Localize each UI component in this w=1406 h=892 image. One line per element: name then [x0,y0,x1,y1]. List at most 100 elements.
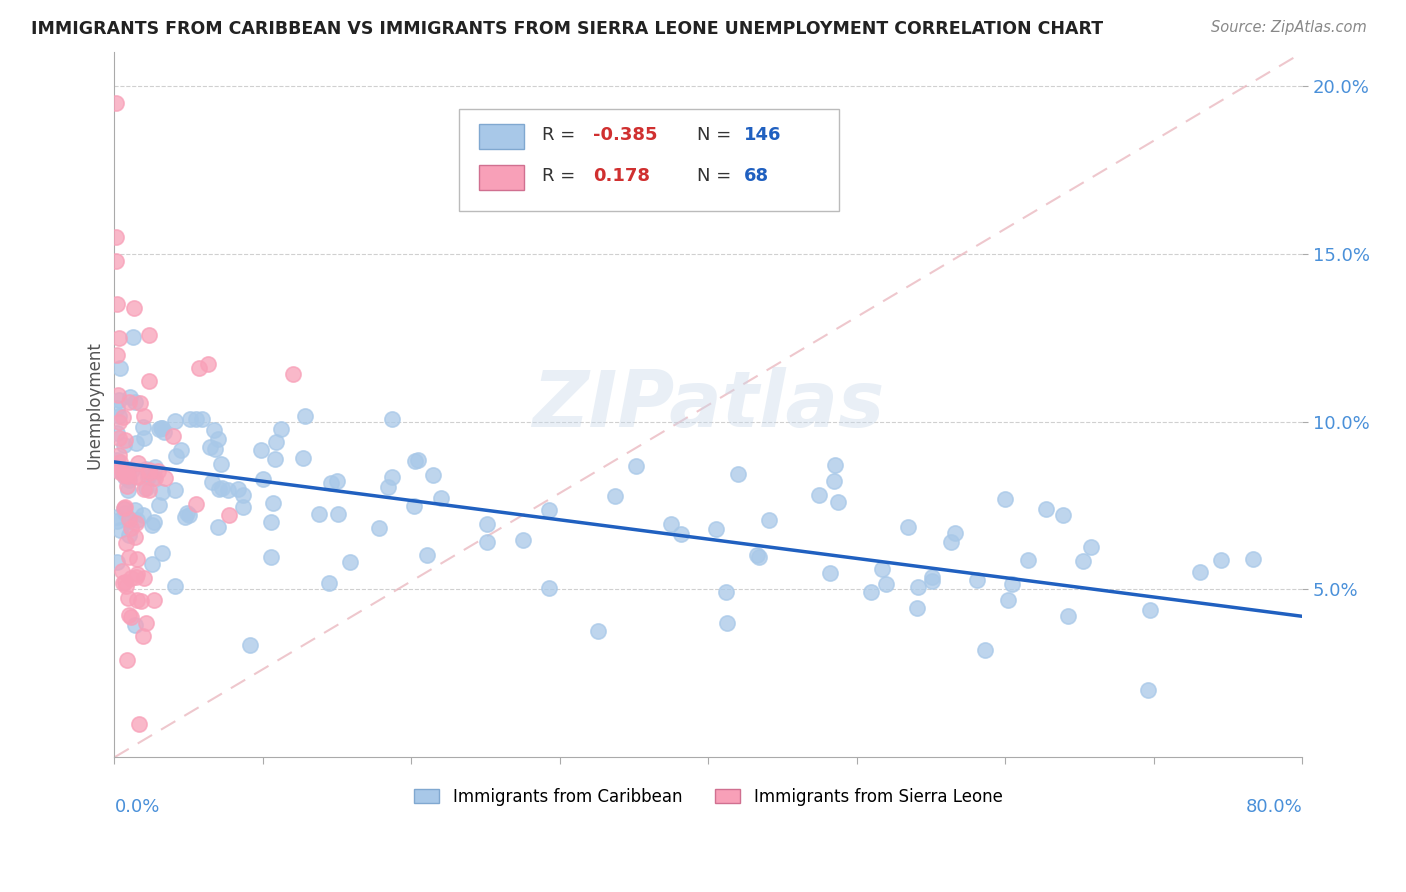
Point [197,357,219,371]
Point [112,501,135,516]
Legend: Immigrants from Caribbean, Immigrants from Sierra Leone: Immigrants from Caribbean, Immigrants fr… [408,781,1010,813]
Point [138,328,160,343]
Point [108,409,131,423]
Point [132,409,155,424]
Text: R =: R = [543,126,575,144]
Point [114,433,136,447]
Point [291,450,314,465]
Point [165,449,187,463]
Point [138,374,160,388]
Point [136,469,159,483]
Point [239,638,262,652]
Point [125,513,148,527]
Point [150,484,173,499]
Point [207,520,229,534]
Point [110,464,132,478]
Point [105,514,128,528]
Point [127,469,149,483]
Point [586,624,609,638]
Point [377,480,399,494]
Point [153,471,176,485]
Point [250,442,273,457]
Point [939,534,962,549]
Point [110,361,132,376]
Point [127,592,149,607]
Point [170,442,193,457]
Point [112,467,135,482]
Point [994,492,1017,507]
Point [117,514,139,528]
Point [537,582,560,596]
Point [1056,608,1078,623]
Point [146,464,169,478]
Point [143,592,166,607]
Text: R =: R = [543,167,575,185]
Point [118,511,141,525]
Point [907,580,929,594]
Point [264,434,287,449]
Point [108,465,131,479]
Point [381,470,404,484]
Point [207,432,229,446]
Point [264,452,287,467]
Point [138,483,160,497]
Point [135,481,157,495]
Point [165,483,187,497]
Point [143,515,166,529]
Point [1241,552,1264,566]
Point [105,347,128,361]
Point [208,482,231,496]
Point [152,546,174,560]
Point [1001,576,1024,591]
Point [252,472,274,486]
Point [150,420,173,434]
Point [921,570,943,584]
Point [824,458,846,472]
Text: 146: 146 [744,126,782,144]
Point [429,491,451,505]
Point [404,453,426,467]
Point [188,360,211,375]
Point [997,592,1019,607]
Point [142,471,165,485]
Point [117,479,139,493]
Point [143,471,166,485]
Text: N =: N = [696,126,731,144]
Bar [479,164,524,190]
Point [1052,508,1074,522]
Point [184,412,207,426]
Point [716,616,738,631]
Point [537,503,560,517]
Point [808,488,831,502]
Point [117,469,139,483]
Point [747,548,769,562]
Point [124,618,146,632]
Point [128,716,150,731]
Point [211,481,233,495]
Point [179,508,201,522]
Point [125,570,148,584]
Point [232,500,254,514]
Point [209,458,232,472]
Point [105,510,128,524]
Point [124,530,146,544]
Point [294,409,316,423]
Point [138,463,160,477]
Point [1137,683,1160,698]
Point [308,508,330,522]
Point [125,566,148,581]
Point [134,482,156,496]
Point [260,549,283,564]
Point [117,483,139,497]
Point [176,506,198,520]
Point [966,573,988,587]
Point [118,608,141,623]
Point [973,643,995,657]
Point [105,297,128,311]
Point [120,390,142,404]
Point [115,579,138,593]
Point [134,431,156,445]
Point [823,475,845,489]
Point [232,488,254,502]
Point [110,564,132,578]
